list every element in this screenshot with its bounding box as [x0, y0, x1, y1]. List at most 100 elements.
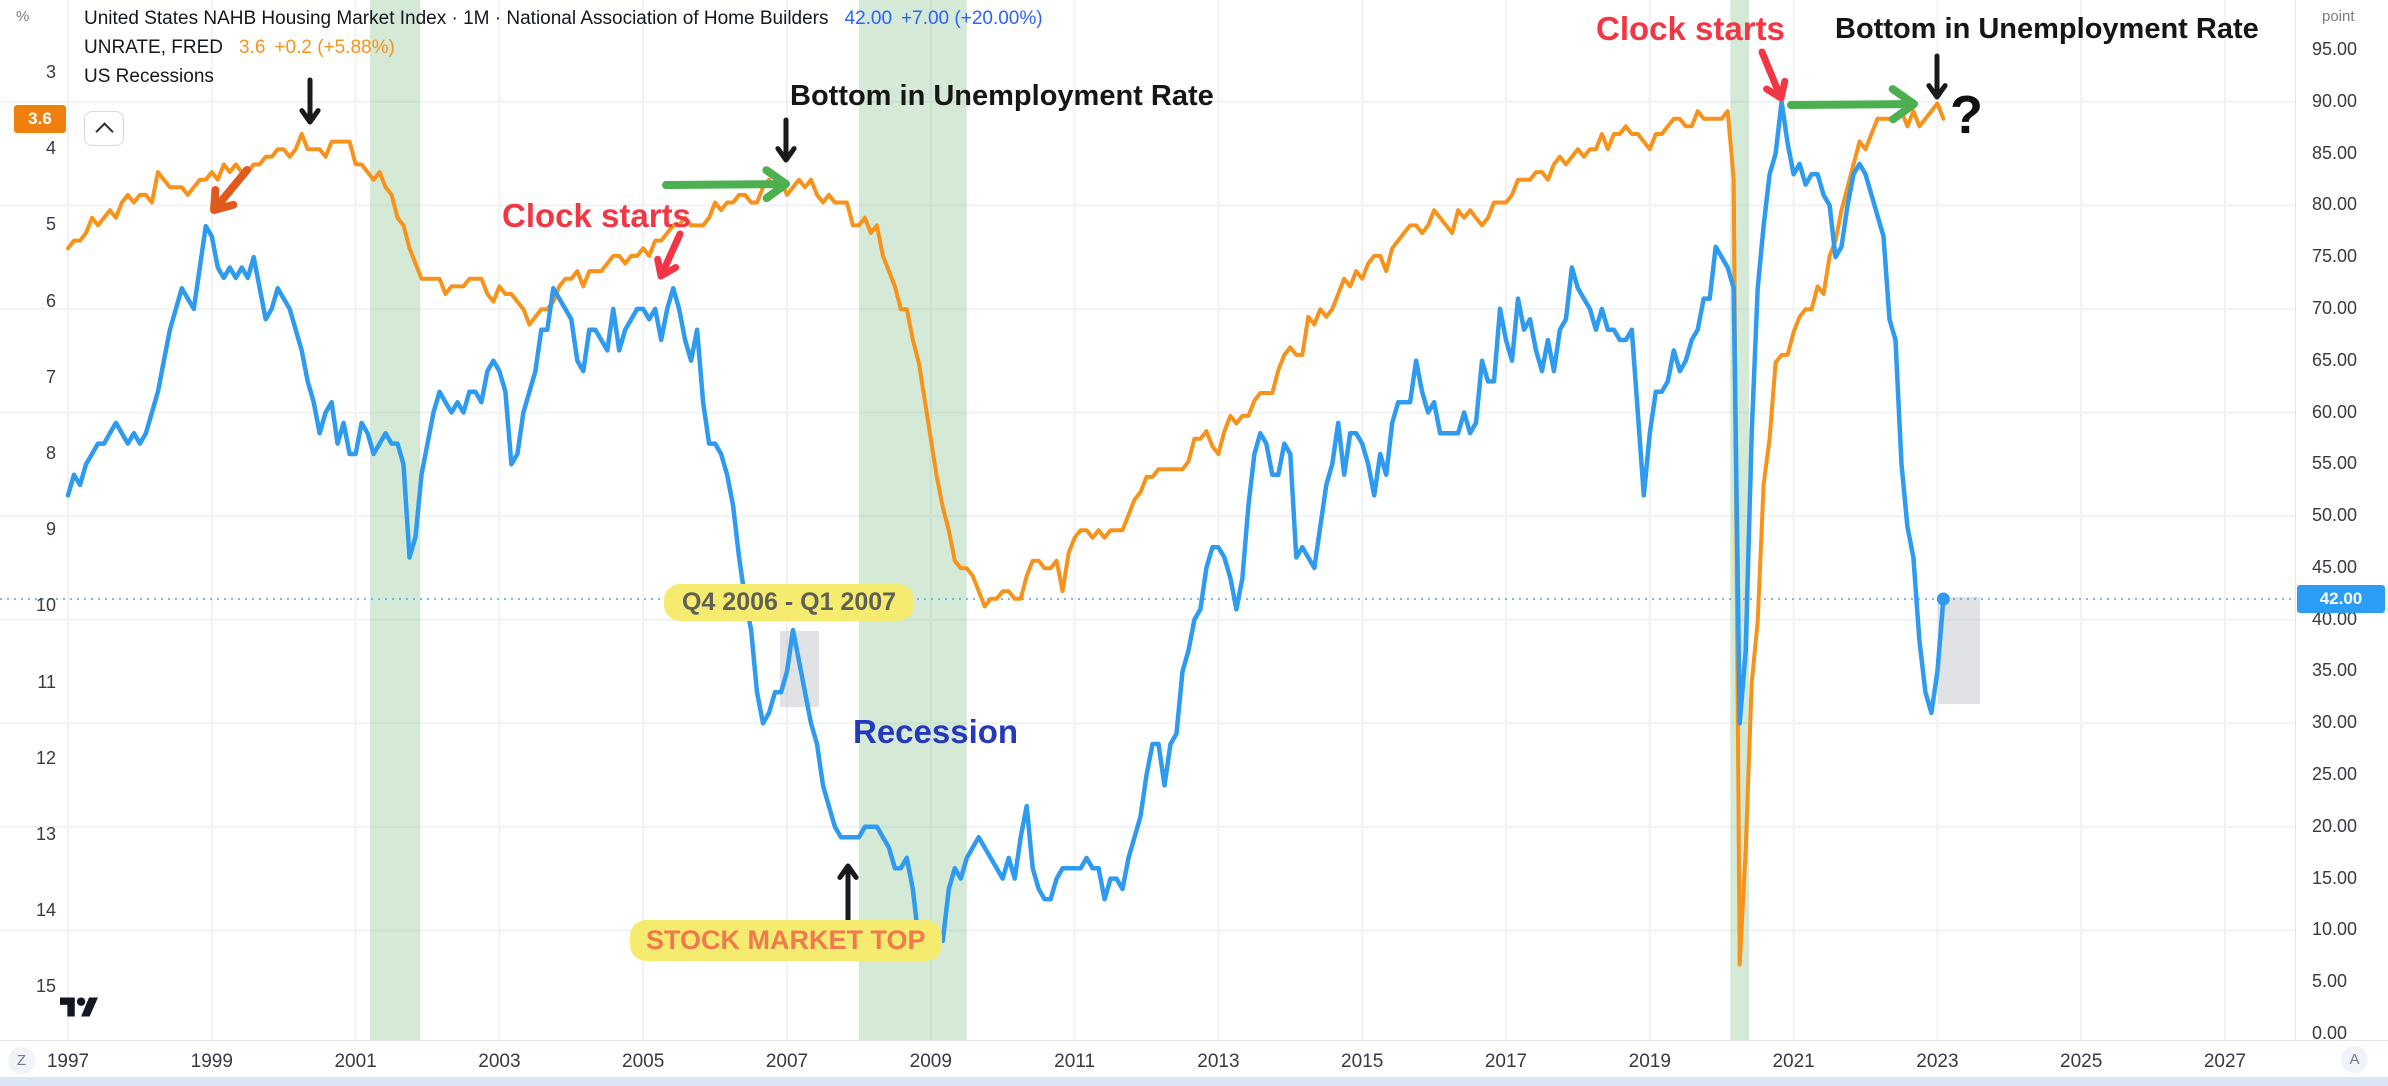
last-point-dot — [1936, 592, 1950, 606]
annotation-q4-2006-q1-2007: Q4 2006 - Q1 2007 — [664, 584, 915, 621]
nahb-price-badge: 42.00 — [2297, 585, 2385, 613]
right-axis-tick: 90.00 — [2312, 90, 2358, 111]
legend: United States NAHB Housing Market Index … — [84, 8, 1043, 95]
collapse-legend-button[interactable] — [84, 111, 124, 146]
right-axis-tick: 45.00 — [2312, 556, 2358, 577]
left-axis-tick: 10 — [35, 595, 56, 616]
left-axis-tick: 8 — [45, 443, 56, 463]
right-axis-unit: point — [2322, 8, 2355, 25]
symbol-title: United States NAHB Housing Market Index … — [84, 8, 829, 29]
year-label: 2011 — [1054, 1051, 1096, 1072]
right-axis-tick: 95.00 — [2312, 38, 2358, 59]
price-axis-separator — [2295, 0, 2296, 1040]
right-axis-tick: 50.00 — [2312, 505, 2358, 526]
left-axis-tick: 11 — [37, 671, 56, 692]
left-axis-tick: 12 — [35, 747, 56, 768]
recessions-title: US Recessions — [84, 66, 214, 87]
right-axis-tick: 10.00 — [2312, 919, 2358, 940]
arrow-down-2005-clock-starts-icon — [654, 230, 684, 280]
right-axis-tick: 55.00 — [2312, 453, 2358, 474]
auto-scale-button[interactable]: A — [2341, 1046, 2368, 1073]
year-label: 2027 — [2203, 1051, 2247, 1072]
unrate-series-line — [66, 101, 1946, 967]
right-axis-tick: 85.00 — [2312, 142, 2358, 163]
recession-band — [858, 0, 967, 1040]
year-label: 2017 — [1484, 1051, 1528, 1072]
left-axis-tick: 6 — [45, 290, 56, 311]
annotation-question-mark: ? — [1950, 85, 1983, 145]
right-axis-tick: 75.00 — [2312, 246, 2358, 267]
year-label: 2025 — [2060, 1051, 2103, 1072]
legend-row-unrate[interactable]: UNRATE, FRED 3.6 +0.2 (+5.88%) — [84, 37, 1043, 59]
right-axis-tick: 80.00 — [2312, 194, 2358, 215]
annotation-bottom-unemployment-2007: Bottom in Unemployment Rate — [790, 80, 1214, 112]
chevron-up-icon — [94, 122, 114, 141]
year-label: 2013 — [1197, 1051, 1240, 1072]
annotation-bottom-unemployment-2023: Bottom in Unemployment Rate — [1835, 13, 2259, 45]
arrow-down-2023-unemployment-bottom-icon — [1926, 53, 1948, 100]
left-axis-tick: 9 — [45, 519, 56, 540]
right-axis-tick: 30.00 — [2312, 712, 2358, 733]
right-axis-tick: 15.00 — [2312, 867, 2358, 888]
year-label: 1999 — [190, 1051, 233, 1072]
right-axis-tick: 0.00 — [2312, 1023, 2348, 1043]
legend-row-nahb[interactable]: United States NAHB Housing Market Index … — [84, 8, 1043, 30]
left-axis-tick: 14 — [35, 900, 56, 921]
unrate-price-badge: 3.6 — [14, 105, 66, 133]
tradingview-logo-icon — [60, 997, 98, 1017]
arrow-up-2007-stock-market-top-icon — [837, 863, 859, 933]
year-label: 2005 — [622, 1051, 665, 1072]
left-axis-tick: 15 — [35, 976, 56, 997]
unrate-change: +0.2 (+5.88%) — [274, 37, 395, 58]
bottom-strip — [0, 1077, 2388, 1086]
year-label: 1997 — [46, 1051, 90, 1072]
nahb-last-value: 42.00 — [844, 8, 893, 29]
annotation-clock-starts-2020: Clock starts — [1596, 10, 1785, 47]
legend-row-recessions[interactable]: US Recessions — [84, 66, 1043, 88]
left-axis-tick: 7 — [45, 366, 56, 387]
nahb-series-line — [65, 99, 1946, 954]
right-axis-tick: 70.00 — [2312, 297, 2358, 318]
annotation-stock-market-top: STOCK MARKET TOP — [630, 920, 942, 961]
right-axis-tick: 60.00 — [2312, 401, 2358, 422]
year-label: 2019 — [1628, 1051, 1671, 1072]
left-axis-tick: 13 — [35, 824, 56, 844]
nahb-values: 42.00 +7.00 (+20.00%) — [845, 8, 1043, 30]
timezone-button[interactable]: Z — [8, 1047, 35, 1074]
year-label: 2001 — [334, 1051, 377, 1072]
unrate-values: 3.6 +0.2 (+5.88%) — [239, 37, 395, 59]
year-label: 2003 — [478, 1051, 521, 1072]
highlight-box — [1938, 597, 1980, 704]
tradingview-logo[interactable] — [60, 993, 98, 1028]
time-axis-separator — [0, 1040, 2388, 1041]
arrow-right-2006-green-icon — [662, 166, 790, 203]
right-axis-tick: 40.00 — [2312, 608, 2358, 629]
arrow-down-2007-unemployment-bottom-icon — [775, 117, 797, 163]
right-axis-tick: 65.00 — [2312, 349, 2358, 370]
left-axis-unit: % — [16, 8, 30, 25]
year-label: 2015 — [1341, 1051, 1384, 1072]
annotation-recession: Recession — [853, 713, 1019, 750]
year-label: 2009 — [909, 1051, 952, 1072]
arrow-down-2020-clock-starts-icon — [1758, 48, 1789, 102]
unrate-title: UNRATE, FRED — [84, 37, 223, 58]
left-axis-tick: 3 — [45, 62, 56, 82]
year-label: 2023 — [1916, 1051, 1959, 1072]
left-axis-tick: 5 — [45, 214, 56, 235]
right-axis-tick: 5.00 — [2312, 971, 2348, 992]
year-label: 2007 — [765, 1051, 809, 1072]
right-axis-tick: 25.00 — [2312, 764, 2358, 785]
unrate-last-value: 3.6 — [238, 37, 266, 58]
annotation-clock-starts-2005: Clock starts — [502, 197, 691, 234]
left-axis-tick: 4 — [45, 138, 56, 159]
arrow-right-2021-green-icon — [1787, 85, 1918, 124]
right-axis-tick: 35.00 — [2312, 660, 2358, 681]
right-axis-tick: 20.00 — [2312, 815, 2358, 836]
arrow-down-1998-nahb-peak-icon — [210, 166, 251, 214]
nahb-change: +7.00 (+20.00%) — [901, 8, 1043, 29]
